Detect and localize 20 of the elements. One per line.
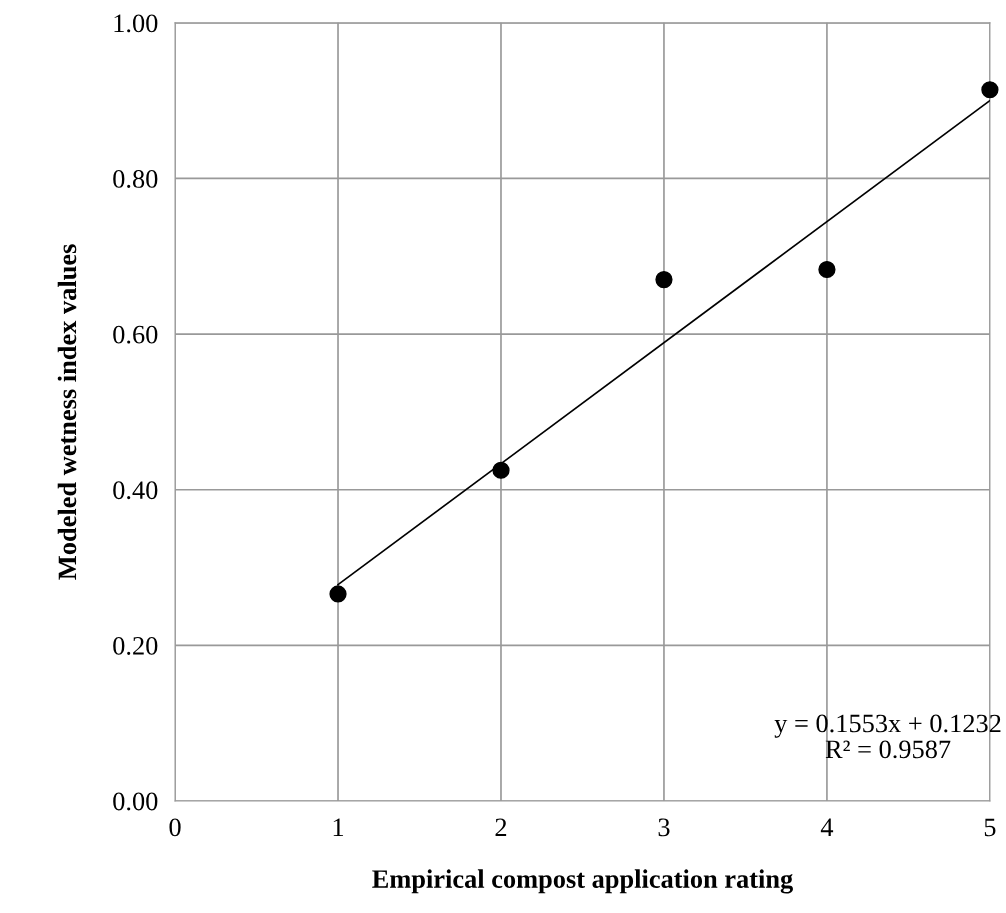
- y-tick-label: 0.60: [113, 325, 158, 344]
- x-tick-label: 5: [984, 818, 996, 837]
- x-tick-label: 3: [658, 818, 670, 837]
- x-tick-label: 4: [820, 818, 834, 836]
- y-tick-label: 0.20: [113, 636, 158, 655]
- point: [329, 585, 347, 603]
- y-tick-label: 1.00: [114, 14, 158, 33]
- point: [655, 271, 673, 289]
- x-tick-label: 1: [333, 818, 344, 836]
- y-tick-label: 0.00: [113, 792, 158, 811]
- point: [818, 260, 836, 279]
- x-tick-label: 0: [169, 818, 181, 837]
- x-axis-title: Empirical compost application rating: [372, 869, 793, 894]
- point: [492, 461, 510, 479]
- y-tick-label: 0.80: [113, 170, 158, 188]
- x-tick-label: 2: [495, 818, 507, 836]
- y-tick-label: 0.40: [113, 481, 158, 500]
- point: [981, 81, 999, 99]
- y-axis-title: Modeled wetness index values: [57, 244, 77, 580]
- annotation: y = 0.1553x + 0.1232 R² = 0.9587: [774, 714, 1001, 759]
